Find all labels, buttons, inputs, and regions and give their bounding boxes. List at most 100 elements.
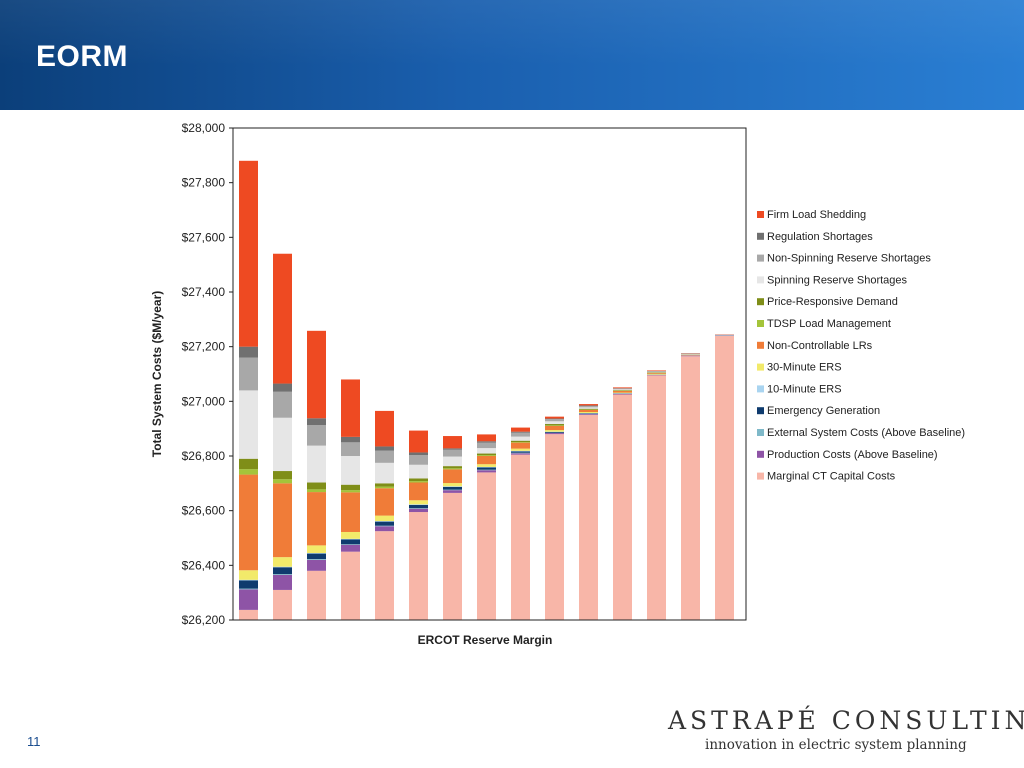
bar-segment-production-costs-above-baseline [341, 544, 360, 552]
bar-stack-13 [647, 370, 666, 620]
y-tick-label: $26,200 [182, 613, 226, 627]
bar-segment-30-minute-ers [443, 483, 462, 487]
bar-segment-marginal-ct-capital-costs [545, 434, 564, 620]
bar-segment-firm-load-shedding [409, 430, 428, 453]
bar-segment-external-system-costs-above-baseline [409, 508, 428, 509]
bar-segment-production-costs-above-baseline [409, 508, 428, 513]
bar-segment-production-costs-above-baseline [307, 559, 326, 571]
company-logo: ASTRAPÉ CONSULTING innovation in electri… [660, 706, 1024, 758]
bar-segment-regulation-shortages [579, 405, 598, 406]
bar-segment-firm-load-shedding [273, 253, 292, 384]
bar-segment-price-responsive-demand [545, 424, 564, 426]
legend: Firm Load Shedding Regulation Shortages No… [757, 209, 965, 483]
bar-segment-emergency-generation [511, 451, 530, 453]
bar-segment-non-controllable-lrs [613, 390, 632, 393]
bar-segment-firm-load-shedding [613, 387, 632, 389]
bar-segment-non-controllable-lrs [443, 469, 462, 484]
bar-stack-14 [681, 353, 700, 620]
bar-segment-marginal-ct-capital-costs [511, 454, 530, 620]
y-axis-label: Total System Costs ($M/year) [150, 291, 164, 458]
bar-segment-production-costs-above-baseline [681, 355, 700, 357]
bar-segment-external-system-costs-above-baseline [307, 559, 326, 560]
bar-segment-tdsp-load-management [375, 486, 394, 489]
bar-segment-10-minute-ers [375, 521, 394, 522]
bar-segment-production-costs-above-baseline [375, 526, 394, 532]
chart-container: $26,200 $26,400 $26,600 $26,800 $27,000 $27,2… [145, 110, 965, 650]
bar-segment-10-minute-ers [477, 466, 496, 468]
y-tick-label: $26,400 [182, 558, 226, 572]
bar-segment-regulation-shortages [477, 441, 496, 443]
bar-segment-30-minute-ers [511, 448, 530, 451]
bar-segment-firm-load-shedding [579, 404, 598, 406]
y-tick-label: $27,200 [182, 340, 226, 354]
y-axis-ticks: $26,200 $26,400 $26,600 $26,800 $27,000 $27,2… [182, 121, 233, 627]
legend-label: 30-Minute ERS [767, 362, 842, 374]
legend-swatch [757, 407, 764, 415]
bar-segment-spinning-reserve-shortages [647, 371, 666, 373]
bar-segment-tdsp-load-management [511, 442, 530, 443]
bar-stack-7 [443, 436, 462, 620]
bar-segment-10-minute-ers [273, 566, 292, 568]
legend-swatch [757, 363, 764, 371]
bar-segment-production-costs-above-baseline [647, 374, 666, 376]
bar-segment-emergency-generation [545, 431, 564, 433]
bar-segment-price-responsive-demand [613, 390, 632, 391]
bar-segment-non-spinning-reserve-shortages [613, 388, 632, 390]
bar-segment-price-responsive-demand [307, 482, 326, 490]
bar-segment-price-responsive-demand [239, 458, 258, 470]
legend-swatch [757, 320, 764, 327]
bar-segment-firm-load-shedding [443, 436, 462, 449]
bar-segment-30-minute-ers [341, 531, 360, 539]
legend-swatch [757, 385, 764, 393]
y-tick-label: $27,000 [182, 394, 226, 408]
bar-segment-regulation-shortages [511, 431, 530, 433]
legend-label: Production Costs (Above Baseline) [767, 449, 938, 461]
bar-segment-external-system-costs-above-baseline [341, 544, 360, 545]
bar-segment-spinning-reserve-shortages [613, 389, 632, 391]
bar-segment-external-system-costs-above-baseline [375, 525, 394, 527]
bar-segment-30-minute-ers [409, 500, 428, 505]
bar-segment-non-spinning-reserve-shortages [307, 425, 326, 446]
legend-label: Spinning Reserve Shortages [767, 274, 908, 286]
bar-segment-production-costs-above-baseline [613, 393, 632, 395]
bar-segment-emergency-generation [239, 580, 258, 589]
bar-segment-price-responsive-demand [443, 466, 462, 469]
bar-segment-emergency-generation [375, 521, 394, 526]
legend-label: Price-Responsive Demand [767, 296, 898, 308]
bar-stack-11 [579, 404, 598, 620]
bar-segment-production-costs-above-baseline [477, 470, 496, 473]
bar-segment-spinning-reserve-shortages [477, 448, 496, 454]
bar-segment-price-responsive-demand [477, 453, 496, 456]
header-gradient-overlay [0, 0, 1024, 110]
bar-segment-non-spinning-reserve-shortages [511, 432, 530, 437]
bar-segment-non-controllable-lrs [375, 488, 394, 516]
bar-segment-tdsp-load-management [239, 469, 258, 475]
bar-segment-firm-load-shedding [239, 160, 258, 347]
bar-segment-non-controllable-lrs [307, 492, 326, 546]
bar-segment-price-responsive-demand [647, 372, 666, 373]
bar-segment-non-spinning-reserve-shortages [647, 371, 666, 372]
bar-segment-regulation-shortages [375, 446, 394, 451]
bar-segment-external-system-costs-above-baseline [477, 469, 496, 471]
bar-segment-firm-load-shedding [511, 427, 530, 432]
bar-segment-non-spinning-reserve-shortages [341, 442, 360, 456]
bar-segment-10-minute-ers [239, 579, 258, 581]
legend-label: TDSP Load Management [767, 318, 891, 330]
bar-segment-spinning-reserve-shortages [511, 436, 530, 441]
bar-segment-tdsp-load-management [341, 490, 360, 493]
bar-segment-price-responsive-demand [409, 478, 428, 482]
bar-segment-production-costs-above-baseline [239, 589, 258, 610]
bar-segment-non-controllable-lrs [579, 409, 598, 412]
bar-stack-9 [511, 427, 530, 620]
legend-label: Firm Load Shedding [767, 209, 866, 221]
bar-segment-marginal-ct-capital-costs [715, 335, 734, 620]
bar-segment-tdsp-load-management [409, 481, 428, 483]
bar-segment-30-minute-ers [239, 570, 258, 580]
bar-segment-spinning-reserve-shortages [409, 464, 428, 479]
legend-label: Regulation Shortages [767, 231, 873, 243]
legend-swatch [757, 341, 764, 349]
bar-stack-5 [375, 410, 394, 620]
bar-segment-marginal-ct-capital-costs [307, 570, 326, 620]
bar-segment-non-controllable-lrs [409, 482, 428, 501]
bar-segment-30-minute-ers [613, 392, 632, 394]
